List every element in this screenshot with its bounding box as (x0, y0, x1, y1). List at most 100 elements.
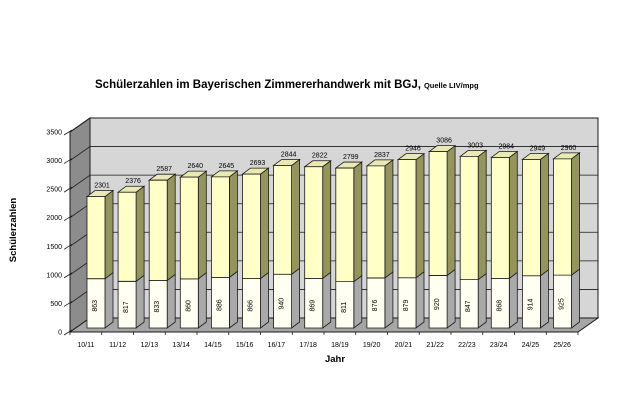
y-tick-label: 0 (58, 330, 62, 337)
bar-upper-side (446, 144, 456, 277)
bar-lower-label: 920 (434, 298, 441, 310)
x-tick-label: 11/12 (109, 342, 126, 349)
bar-upper-side (353, 161, 363, 283)
bar-group-15-16 (241, 167, 270, 329)
bar-lower-label: 847 (465, 300, 472, 312)
bar-lower-side (353, 274, 363, 329)
bar-total-label: 2640 (188, 163, 204, 170)
x-tick-label: 21/22 (426, 342, 444, 349)
bar-total-label: 2376 (125, 178, 141, 185)
bar-total-label: 2844 (281, 151, 297, 158)
bar-lower-side (508, 271, 518, 329)
bar-group-17-18 (303, 159, 332, 329)
y-tick-label: 2500 (46, 187, 62, 194)
y-tick-label: 3500 (46, 130, 62, 137)
bar-group-19-20 (365, 159, 395, 329)
bar-total-label: 2984 (499, 143, 515, 150)
bar-lower-side (260, 271, 269, 329)
bar-group-20-21 (396, 152, 426, 329)
bar-upper-front (210, 176, 230, 278)
bar-lower-label: 940 (279, 298, 286, 310)
bar-upper-side (197, 170, 207, 280)
y-tick-label: 1500 (46, 244, 62, 251)
bar-upper-side (135, 185, 145, 283)
x-tick-label: 25/26 (553, 342, 571, 349)
bar-upper-front (553, 158, 572, 276)
y-tick (63, 301, 73, 307)
bar-lower-side (104, 271, 114, 329)
y-tick (63, 158, 73, 164)
bar-lower-side (540, 268, 549, 329)
bar-lower-side (228, 270, 238, 329)
bar-upper-front (459, 155, 479, 281)
bar-upper-front (117, 191, 137, 282)
y-tick (63, 129, 73, 136)
gridline-wall (69, 146, 91, 161)
y-tick (63, 186, 73, 193)
x-tick-label: 24/25 (522, 342, 540, 349)
bar-group-18-19 (334, 161, 363, 329)
bar-lower-side (135, 274, 145, 329)
y-axis-title: Schülerzahlen (8, 198, 19, 263)
x-tick-label: 19/20 (363, 342, 381, 349)
bar-group-11-12 (116, 185, 146, 329)
bar-group-14-15 (210, 170, 239, 329)
x-tick-label: 13/14 (172, 342, 190, 349)
bar-total-label: 2822 (312, 153, 328, 160)
bar-upper-side (477, 149, 487, 281)
y-tick-label: 500 (50, 301, 62, 308)
bar-lower-label: 866 (248, 300, 255, 312)
bar-upper-side (508, 150, 518, 280)
bar-upper-side (228, 170, 238, 279)
bar-upper-front (522, 159, 541, 277)
bar-upper-front (242, 173, 261, 279)
bar-lower-label: 868 (496, 300, 503, 312)
y-tick (63, 243, 73, 250)
x-tick-label: 17/18 (299, 342, 317, 349)
bar-upper-front (304, 166, 324, 279)
y-tick-label: 2000 (46, 215, 62, 222)
x-tick-label: 16/17 (268, 342, 286, 349)
chart-title-text: Schülerzahlen im Bayerischen Zimmererhan… (95, 79, 421, 91)
chart-title-source: Quelle LIV/mpg (423, 81, 479, 90)
bar-upper-front (273, 165, 293, 275)
bar-lower-label: 869 (310, 300, 317, 312)
x-tick-label: 12/13 (141, 342, 159, 349)
bar-lower-label: 886 (216, 299, 223, 311)
bar-upper-front (86, 196, 106, 280)
bar-lower-label: 860 (185, 300, 192, 312)
bar-total-label: 2837 (374, 152, 390, 159)
bar-lower-label: 833 (154, 301, 161, 313)
x-tick-label: 14/15 (204, 342, 222, 349)
x-tick-label: 15/16 (236, 342, 254, 349)
bar-lower-label: 879 (403, 299, 410, 311)
bar-total-label: 2946 (405, 146, 421, 153)
bar-lower-side (446, 268, 456, 329)
bar-upper-front (148, 179, 168, 281)
bar-group-24-25 (521, 152, 550, 329)
bar-group-23-24 (490, 150, 519, 329)
bar-total-label: 2799 (343, 154, 359, 161)
bar-lower-label: 925 (559, 298, 566, 310)
bar-lower-side (322, 271, 332, 329)
y-tick-label: 1000 (46, 272, 62, 279)
bar-group-25-26 (552, 152, 581, 329)
bar-total-label: 2301 (94, 183, 110, 190)
bar-upper-front (490, 157, 510, 279)
bar-upper-side (415, 152, 425, 279)
x-tick-label: 18/19 (331, 342, 349, 349)
bar-lower-label: 817 (123, 301, 130, 313)
bar-lower-side (197, 272, 207, 329)
bar-lower-side (571, 268, 580, 329)
bar-upper-side (104, 189, 114, 280)
gridline-wall (69, 117, 91, 133)
bar-lower-side (477, 272, 487, 329)
bar-upper-front (397, 159, 417, 279)
bar-group-10-11 (85, 189, 115, 329)
x-tick-label: 10/11 (77, 342, 94, 349)
bar-lower-side (415, 270, 425, 329)
bar-group-22-23 (459, 149, 488, 329)
bar-upper-side (384, 159, 394, 279)
